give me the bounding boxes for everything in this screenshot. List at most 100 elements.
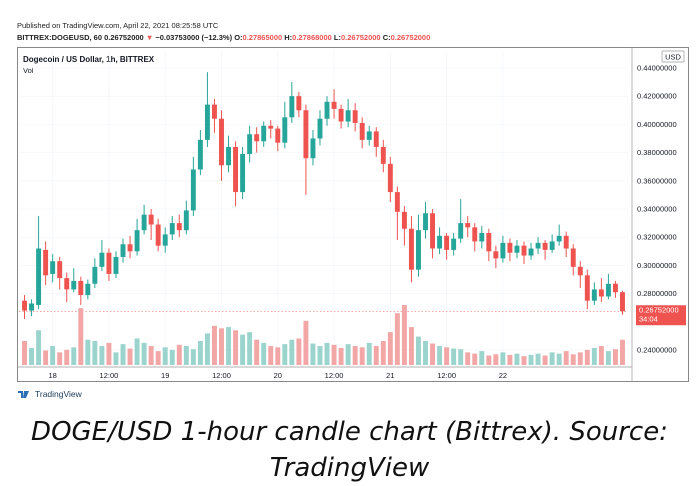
candle-body xyxy=(289,96,295,118)
candle-body xyxy=(303,110,309,159)
volume-bar xyxy=(556,353,562,365)
time-axis[interactable]: 18 12:00 19 12:00 20 12:00 21 12:00 22 xyxy=(17,366,632,380)
price-tick-label: 0.32000000 xyxy=(637,233,677,242)
close-label: C: xyxy=(382,33,391,42)
candle xyxy=(240,146,246,200)
volume-bar xyxy=(570,354,576,365)
volume-bar xyxy=(380,341,386,365)
candle-body xyxy=(106,252,112,274)
price-axis[interactable]: 0.44000000 0.42000000 0.40000000 0.38000000… xyxy=(631,47,677,382)
candle-body xyxy=(50,261,56,274)
candle xyxy=(408,216,414,283)
time-tick-label: 12:00 xyxy=(325,371,344,380)
candle xyxy=(521,241,527,265)
published-line: Published on TradingView.com, April 22, … xyxy=(17,21,219,30)
candle-body xyxy=(359,122,365,140)
volume-bar xyxy=(50,346,56,365)
candle-body xyxy=(226,146,231,166)
candle xyxy=(605,273,611,300)
candle xyxy=(226,135,231,173)
volume-bar xyxy=(176,344,182,365)
symbol-line: BITTREX:DOGEUSD, 60 0.26752000 ▼ −0.0375… xyxy=(17,33,430,42)
tradingview-logo-icon xyxy=(18,390,29,398)
candle xyxy=(472,223,478,252)
candle xyxy=(134,218,140,256)
volume-bar xyxy=(394,313,400,365)
candle-body xyxy=(22,300,27,311)
candle-body xyxy=(444,235,450,250)
candle-body xyxy=(366,131,372,140)
low-value: 0.26752000 xyxy=(340,33,381,42)
candle-body xyxy=(514,245,520,253)
volume-bar xyxy=(92,341,98,365)
candle-body xyxy=(254,134,260,142)
candlestick-chart[interactable]: Dogecoin / US Dollar, 1h, BITTREX Vol 0.… xyxy=(17,47,689,382)
last-price-tag-countdown: 34:04 xyxy=(639,315,658,324)
candle-body xyxy=(127,244,133,252)
volume-bar xyxy=(598,346,604,365)
volume-bar xyxy=(57,352,63,365)
volume-bar xyxy=(134,338,140,365)
candle-body xyxy=(430,213,436,249)
candle xyxy=(296,91,302,118)
volume-bar xyxy=(254,339,260,365)
candle xyxy=(598,278,604,303)
tradingview-brand[interactable]: TradingView xyxy=(18,389,82,399)
candle-body xyxy=(296,96,302,111)
volume-bar xyxy=(226,327,231,365)
volume-bar xyxy=(352,346,358,365)
candle xyxy=(345,98,351,128)
candle xyxy=(458,199,464,243)
candle-body xyxy=(380,146,386,164)
candle-body xyxy=(458,223,464,239)
time-tick-label: 12:00 xyxy=(212,371,231,380)
volume-bar xyxy=(22,341,27,365)
volume-bar xyxy=(219,328,224,365)
volume-bar xyxy=(472,353,478,365)
open-value: 0.27865000 xyxy=(242,33,283,42)
price-tick-label: 0.28000000 xyxy=(637,289,677,298)
candle-body xyxy=(71,280,77,290)
volume-bar xyxy=(282,344,288,365)
candle-body xyxy=(549,241,555,250)
candle-body xyxy=(317,118,323,139)
volume-bar xyxy=(416,336,421,365)
volume-bar xyxy=(162,347,168,365)
volume-bar xyxy=(296,338,302,365)
candle xyxy=(387,156,393,202)
candle xyxy=(430,209,436,259)
candle xyxy=(197,130,203,176)
candle xyxy=(219,110,224,181)
candle xyxy=(542,240,548,260)
grid xyxy=(19,51,628,367)
candle-body xyxy=(324,101,330,119)
candle-body xyxy=(500,242,506,259)
candle-body xyxy=(563,235,569,249)
high-label: H: xyxy=(284,33,293,42)
candle xyxy=(183,200,189,235)
volume-bar xyxy=(127,348,133,365)
volume-bar xyxy=(451,348,457,365)
candle-body xyxy=(584,275,590,301)
candle xyxy=(591,282,597,305)
candle-body xyxy=(570,248,576,267)
price-tick-label: 0.42000000 xyxy=(637,92,677,101)
candle xyxy=(528,242,534,260)
volume-bar xyxy=(612,349,618,365)
candle xyxy=(176,214,182,238)
candle xyxy=(416,214,421,277)
candle-body xyxy=(577,266,583,276)
candle xyxy=(50,254,56,283)
volume-bar xyxy=(366,342,372,365)
volume-bar xyxy=(247,332,253,365)
currency-badge[interactable]: USD xyxy=(661,50,685,63)
candle xyxy=(324,96,330,126)
volume-bar xyxy=(465,352,471,365)
price-change: −0.03753000 (−12.3%) xyxy=(155,33,233,42)
candle xyxy=(535,237,541,255)
volume-bar xyxy=(408,327,414,365)
volume-bar xyxy=(113,352,119,365)
volume-bar xyxy=(141,342,147,365)
volume-bar xyxy=(549,352,555,365)
candle xyxy=(127,235,133,259)
